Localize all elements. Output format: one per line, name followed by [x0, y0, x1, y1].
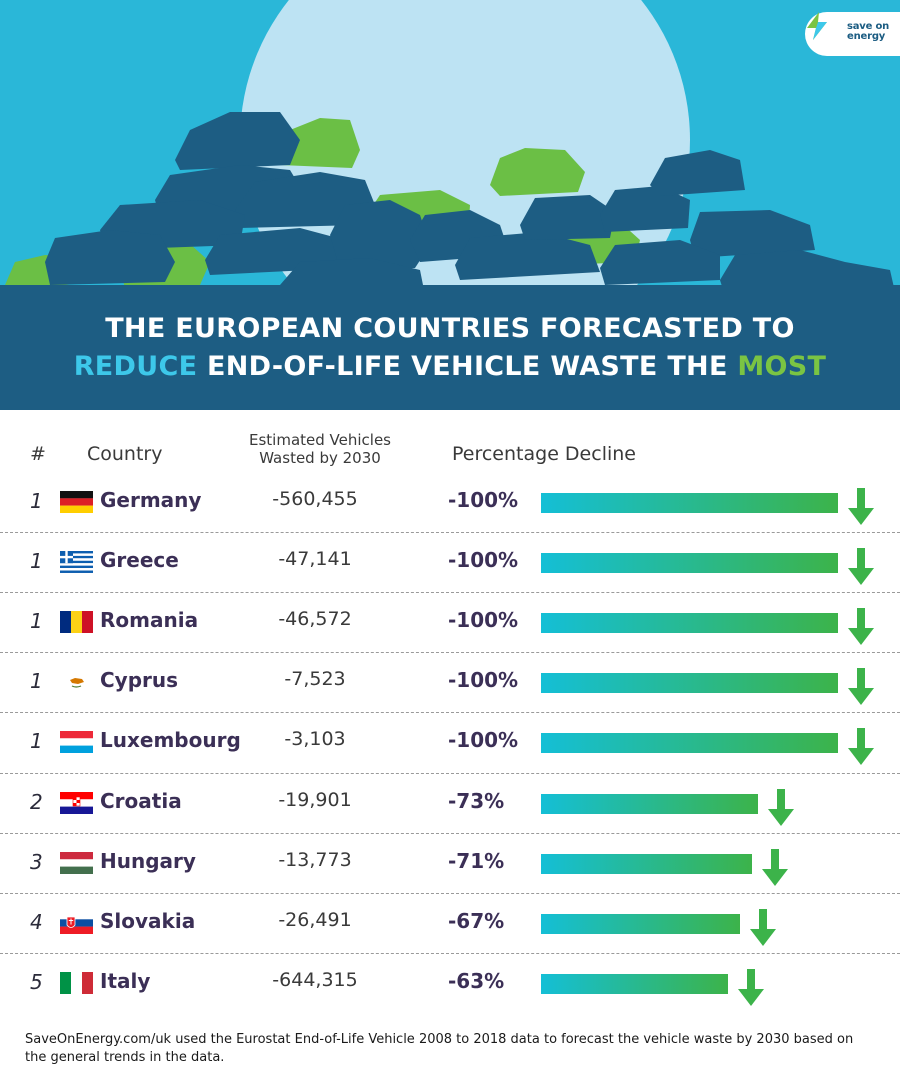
rank-label-greece: 1 [30, 549, 43, 574]
rank-label-croatia: 2 [30, 789, 43, 814]
row-separator [0, 772, 900, 774]
percent-label-cyprus: -100% [448, 668, 519, 693]
down-arrow-icon [848, 548, 874, 590]
down-arrow-icon [848, 488, 874, 530]
down-arrow-icon [761, 848, 788, 891]
flag-italy-icon [60, 971, 93, 994]
percent-label-greece: -100% [448, 548, 519, 573]
flag-croatia-icon [60, 791, 93, 814]
rank-label-slovakia: 4 [30, 909, 43, 934]
country-label-italy: Italy [100, 968, 151, 993]
country-label-romania: Romania [100, 608, 199, 633]
row-separator [0, 652, 900, 654]
bar-luxembourg [541, 733, 838, 754]
row-separator [0, 952, 900, 954]
estimated-value-germany: -560,455 [272, 488, 358, 510]
rank-label-hungary: 3 [30, 849, 43, 874]
column-header-rank: # [30, 443, 46, 465]
bar-romania [541, 613, 838, 634]
estimated-value-slovakia: -26,491 [278, 908, 352, 931]
brand-line2: energy [847, 31, 886, 42]
rank-label-luxembourg: 1 [30, 729, 43, 754]
row-separator [0, 892, 900, 894]
down-arrow-icon [749, 908, 776, 951]
percent-label-italy: -63% [448, 968, 505, 993]
flag-cyprus-icon [60, 671, 93, 694]
flag-slovakia-icon [60, 911, 93, 934]
bar-greece [541, 553, 838, 574]
title-highlight-most: MOST [737, 351, 827, 382]
flag-romania-icon [60, 611, 93, 634]
lightning-bolt-icon [807, 12, 827, 40]
flag-luxembourg-icon [60, 731, 93, 754]
title-line1: THE EUROPEAN COUNTRIES FORECASTED TO [105, 313, 795, 344]
down-arrow-icon [767, 788, 794, 831]
estimated-value-croatia: -19,901 [278, 788, 352, 811]
title-highlight-reduce: REDUCE [73, 351, 198, 382]
column-header-country: Country [87, 443, 163, 465]
brand-wordmark: save on energy [847, 22, 889, 42]
country-label-slovakia: Slovakia [100, 908, 196, 933]
junkyard-illustration [0, 0, 900, 410]
country-label-croatia: Croatia [100, 788, 182, 813]
row-separator [0, 712, 900, 714]
column-header-estimated-line2: Wasted by 2030 [259, 449, 381, 467]
flag-germany-icon [60, 491, 93, 513]
column-header-estimated: Estimated Vehicles Wasted by 2030 [220, 431, 420, 467]
bar-slovakia [541, 913, 740, 934]
percent-label-romania: -100% [448, 608, 519, 633]
down-arrow-icon [848, 668, 874, 710]
country-label-cyprus: Cyprus [100, 668, 179, 693]
estimated-value-greece: -47,141 [278, 548, 352, 571]
bar-croatia [541, 793, 758, 814]
estimated-value-hungary: -13,773 [278, 848, 352, 871]
country-label-luxembourg: Luxembourg [100, 728, 241, 753]
down-arrow-icon [738, 968, 765, 1011]
bar-cyprus [541, 673, 838, 694]
percent-label-slovakia: -67% [448, 908, 505, 933]
bar-germany [541, 493, 838, 513]
title-line2: REDUCE END-OF-LIFE VEHICLE WASTE THE MOS… [0, 351, 900, 382]
brand-line1: save on [847, 21, 890, 32]
percent-label-germany: -100% [448, 488, 519, 512]
estimated-value-italy: -644,315 [272, 968, 358, 991]
country-label-germany: Germany [100, 488, 202, 512]
down-arrow-icon [848, 728, 874, 770]
percent-label-croatia: -73% [448, 788, 505, 813]
estimated-value-cyprus: -7,523 [284, 668, 346, 691]
country-label-greece: Greece [100, 548, 179, 573]
bar-italy [541, 973, 729, 994]
row-separator [0, 832, 900, 834]
column-header-percentage: Percentage Decline [452, 443, 636, 465]
rank-label-germany: 1 [30, 489, 43, 513]
country-label-hungary: Hungary [100, 848, 196, 873]
flag-hungary-icon [60, 851, 93, 874]
column-header-estimated-line1: Estimated Vehicles [248, 431, 391, 449]
row-separator [0, 532, 900, 534]
rank-label-romania: 1 [30, 609, 43, 634]
footer-source-note: SaveOnEnergy.com/uk used the Eurostat En… [25, 1032, 854, 1065]
flag-greece-icon [60, 551, 93, 574]
rank-label-cyprus: 1 [30, 669, 43, 694]
estimated-value-luxembourg: -3,103 [284, 728, 346, 751]
bar-hungary [541, 853, 752, 874]
rank-label-italy: 5 [30, 969, 43, 994]
title-middle: END-OF-LIFE VEHICLE WASTE THE [197, 351, 738, 382]
estimated-value-romania: -46,572 [278, 608, 352, 631]
brand-logo[interactable]: save on energy [805, 12, 900, 56]
down-arrow-icon [848, 608, 874, 650]
hero-banner: save on energy THE EUROPEAN COUNTRIES FO… [0, 0, 900, 410]
row-separator [0, 592, 900, 594]
percent-label-luxembourg: -100% [448, 728, 519, 753]
percent-label-hungary: -71% [448, 848, 505, 873]
